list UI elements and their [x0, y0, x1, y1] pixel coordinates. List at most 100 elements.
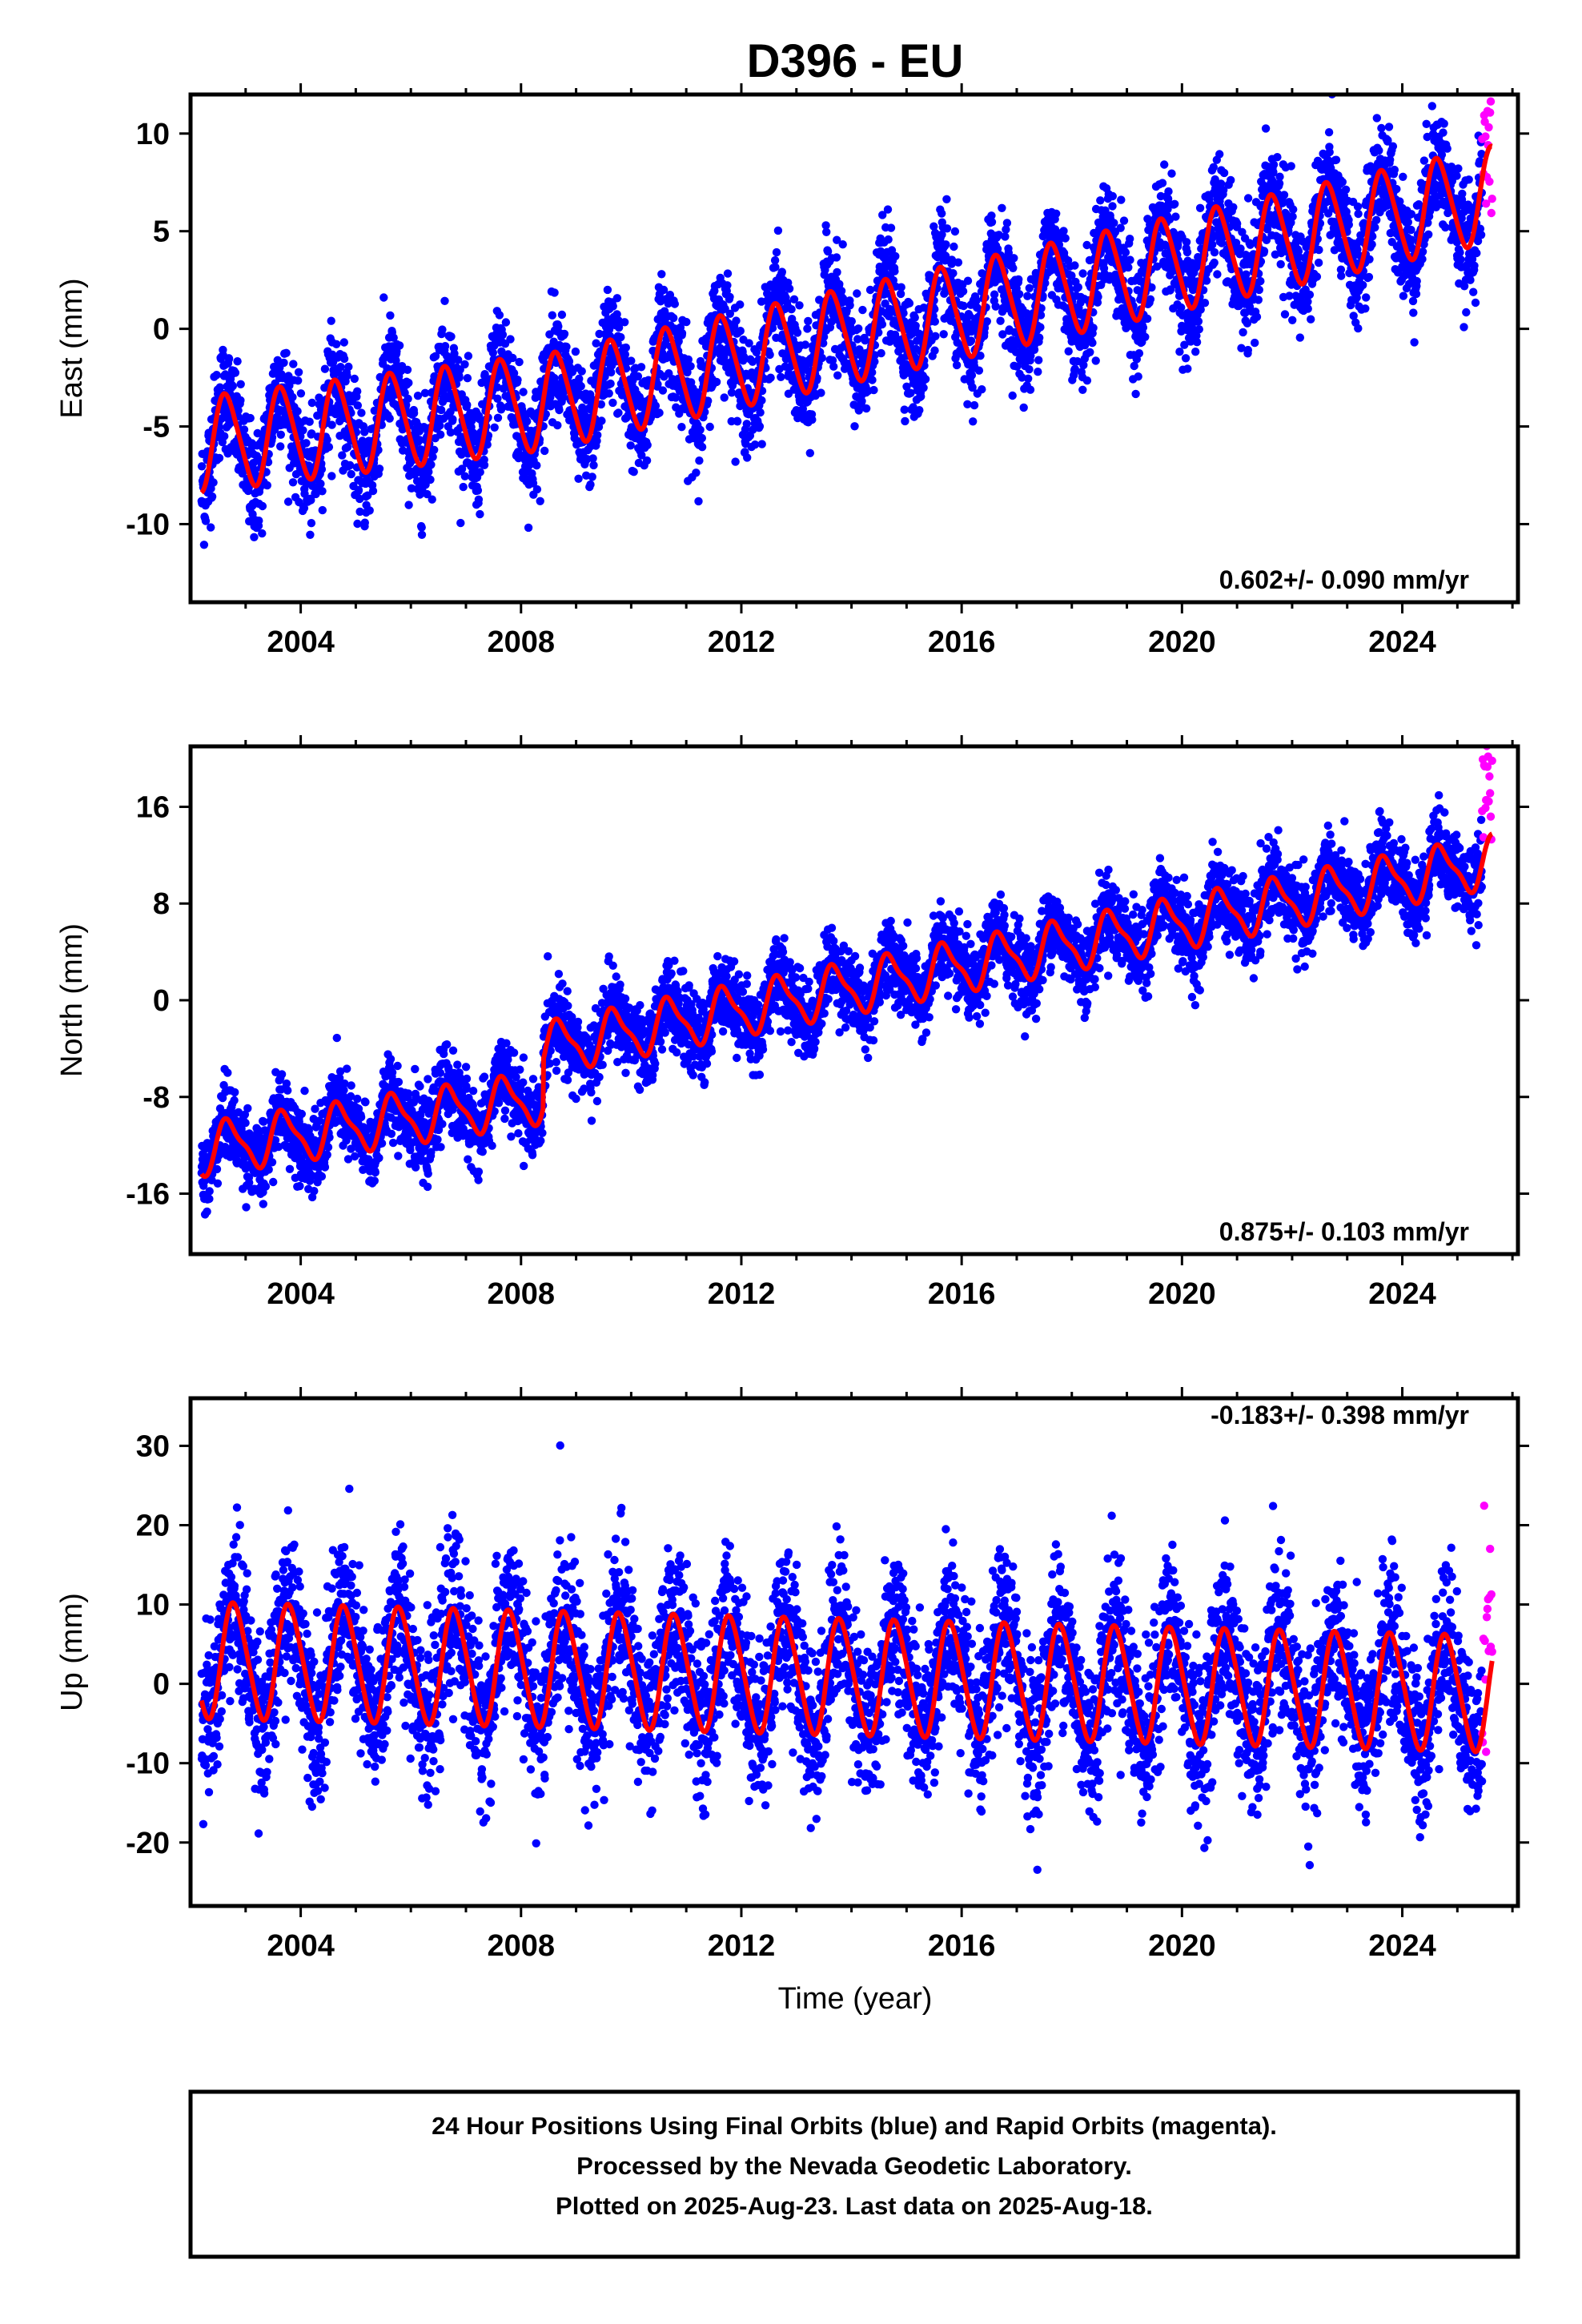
data-point [324, 443, 334, 452]
data-point [1390, 165, 1399, 175]
data-point [1325, 147, 1334, 157]
data-point [338, 451, 347, 460]
data-point [365, 506, 374, 515]
data-point [677, 423, 686, 432]
data-point [343, 443, 352, 452]
data-point [603, 285, 612, 295]
data-point [1160, 160, 1169, 169]
data-point [1082, 376, 1092, 385]
data-point [490, 423, 499, 432]
data-point [283, 497, 293, 506]
data-point [480, 460, 489, 469]
data-point [440, 342, 450, 351]
data-point [207, 492, 217, 501]
data-point [456, 518, 465, 528]
data-point [448, 415, 457, 424]
data-point [833, 371, 842, 380]
data-point [919, 384, 928, 392]
data-point [1359, 280, 1367, 290]
data-point [865, 285, 875, 295]
data-point [1191, 348, 1200, 356]
data-point [1025, 365, 1034, 374]
data-point [712, 377, 721, 387]
data-point [201, 517, 211, 525]
data-point [607, 368, 616, 377]
data-point [197, 462, 207, 471]
data-point [307, 398, 316, 408]
data-point [1289, 205, 1298, 214]
data-point [969, 417, 978, 426]
data-point [428, 495, 436, 504]
data-point [967, 371, 977, 380]
data-point [417, 530, 427, 539]
data-point [642, 456, 652, 465]
data-point [1200, 299, 1210, 308]
data-point [385, 414, 394, 423]
data-point [360, 518, 369, 527]
data-point [1091, 356, 1100, 365]
data-point [1126, 235, 1134, 243]
data-point [682, 317, 691, 327]
data-point [409, 408, 419, 418]
data-point [817, 388, 825, 397]
data-point [463, 400, 472, 409]
data-point [1195, 325, 1204, 334]
data-point [1259, 247, 1269, 255]
data-point [234, 406, 243, 415]
data-point [1064, 347, 1073, 356]
data-point [949, 269, 958, 278]
data-point [868, 376, 877, 384]
data-point [431, 352, 440, 360]
data-point [1275, 172, 1284, 181]
data-point [801, 340, 810, 349]
data-point [307, 429, 316, 438]
data-point [1035, 333, 1044, 342]
data-point [560, 329, 569, 339]
data-point [456, 365, 464, 374]
data-point [621, 343, 630, 352]
data-point [564, 356, 574, 366]
data-point [593, 431, 602, 440]
data-point [942, 240, 950, 249]
data-point [695, 456, 704, 465]
data-point [553, 420, 562, 430]
data-point [978, 385, 986, 394]
data-point [1409, 308, 1418, 317]
data-point [474, 495, 484, 504]
data-point [1210, 247, 1219, 257]
data-point [223, 449, 232, 458]
data-point [850, 422, 859, 431]
data-point [1261, 124, 1271, 133]
data-point [952, 360, 962, 370]
data-point [1287, 162, 1295, 171]
data-point [1036, 323, 1045, 332]
data-point [915, 406, 924, 415]
data-point [1407, 225, 1415, 235]
data-point [1014, 290, 1024, 299]
data-point [592, 339, 600, 348]
data-point [493, 394, 502, 403]
data-point [838, 240, 847, 249]
data-point [725, 309, 734, 318]
data-point [212, 371, 221, 380]
data-point [1219, 168, 1229, 178]
data-point [725, 292, 734, 301]
data-point [347, 469, 355, 479]
data-point [515, 357, 524, 367]
data-point [1354, 324, 1363, 333]
data-point [1227, 175, 1235, 185]
data-point [694, 497, 703, 506]
data-point [255, 517, 263, 525]
data-point [276, 430, 285, 439]
data-point [659, 285, 669, 295]
data-point [1025, 283, 1034, 292]
data-point [557, 310, 567, 320]
data-point [1014, 275, 1023, 284]
data-point [1023, 292, 1032, 300]
data-point [805, 448, 814, 457]
data-point [1331, 155, 1341, 164]
data-point [1195, 203, 1205, 212]
data-point [1096, 196, 1105, 205]
data-point [1354, 209, 1363, 219]
data-point [1256, 276, 1265, 286]
